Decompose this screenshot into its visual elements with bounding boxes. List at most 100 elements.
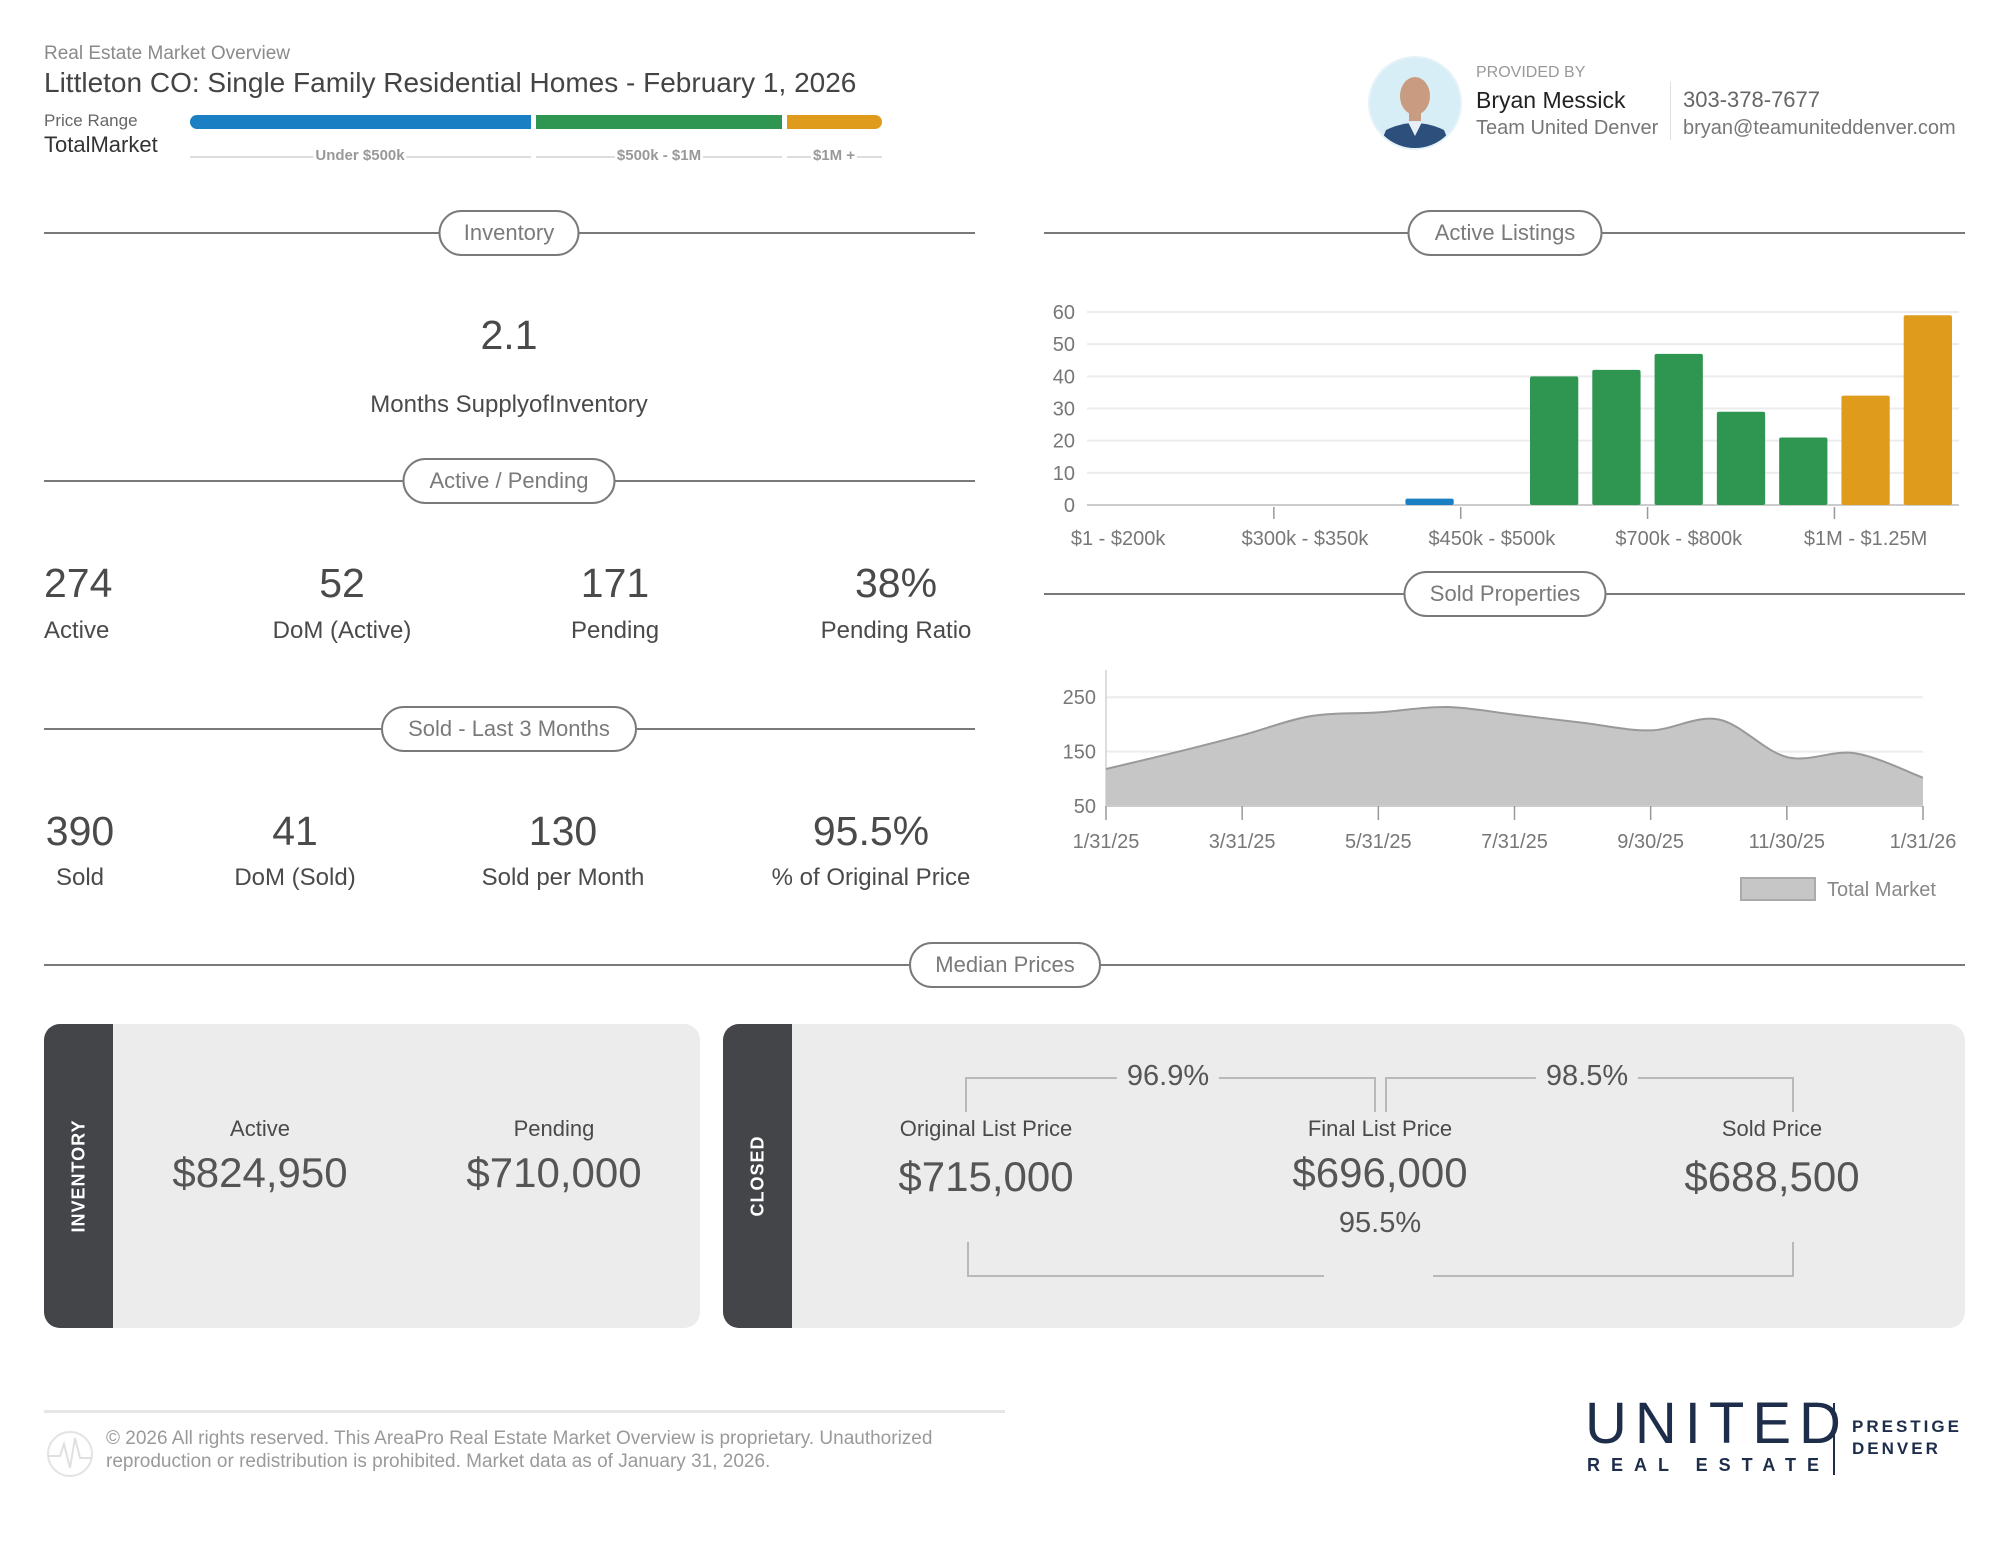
final-list-label: Final List Price: [1307, 1116, 1453, 1141]
price-segment-label: Under $500k: [313, 147, 407, 164]
final-list-value: $696,000: [1292, 1149, 1468, 1196]
y-tick-label: 250: [1063, 687, 1096, 709]
agent-email[interactable]: bryan@teamuniteddenver.com: [1683, 117, 1956, 139]
stat-value: 95.5%: [812, 808, 930, 854]
stat-label: DoM (Sold): [234, 864, 356, 891]
bar: [1592, 369, 1641, 505]
x-tick-label: $300k - $350k: [1242, 528, 1370, 550]
median-active-value: $824,950: [172, 1149, 348, 1196]
ratio-orig-final: 96.9%: [1116, 1060, 1220, 1093]
x-tick-label: $700k - $800k: [1615, 528, 1743, 550]
x-tick-label: $450k - $500k: [1428, 528, 1556, 550]
closed-tag: CLOSED: [747, 1135, 767, 1217]
stat-label: % of Original Price: [771, 864, 971, 891]
market-label: TotalMarket: [44, 132, 158, 157]
logo-prestige: PRESTIGE: [1852, 1417, 1962, 1436]
section-sold: Sold - Last 3 Months: [381, 706, 637, 752]
sold-price-value: $688,500: [1684, 1153, 1860, 1200]
legend-label: Total Market: [1827, 879, 1936, 901]
stat-value: 38%: [854, 560, 938, 606]
x-tick-label: 11/30/25: [1749, 831, 1825, 853]
median-pending-value: $710,000: [466, 1149, 642, 1196]
active-listings-chart: 0 10 20 30 40 50 60 $1 - $200k $300k - $350k $450…: [1053, 302, 1959, 550]
x-tick-label: $1 - $200k: [1071, 528, 1167, 550]
report-subtitle: Real Estate Market Overview: [44, 43, 291, 64]
stat-label: DoM (Active): [272, 617, 412, 644]
stat-value: 52: [319, 560, 365, 606]
agent-phone[interactable]: 303-378-7677: [1683, 87, 1821, 112]
agent-avatar: [1368, 56, 1462, 150]
section-sold-properties: Sold Properties: [1403, 571, 1607, 617]
sold-price-label: Sold Price: [1721, 1116, 1823, 1141]
price-range-label: Price Range: [44, 111, 138, 130]
bar: [1654, 353, 1703, 505]
price-segment-label: $1M +: [810, 147, 858, 164]
bar: [1530, 376, 1579, 505]
bar: [1405, 498, 1454, 505]
x-tick-label: 1/31/26: [1890, 831, 1957, 853]
ratio-orig-sold: 95.5%: [1338, 1207, 1422, 1239]
stat-label: Pending: [570, 617, 660, 644]
areapro-logo-icon: [47, 1431, 93, 1477]
copyright-line: reproduction or redistribution is prohib…: [106, 1451, 771, 1472]
x-tick-label: 1/31/25: [1073, 831, 1140, 853]
y-tick-label: 10: [1053, 463, 1075, 485]
x-tick-label: 7/31/25: [1481, 831, 1548, 853]
x-tick-label: 5/31/25: [1345, 831, 1412, 853]
ratio-final-sold: 98.5%: [1535, 1060, 1639, 1093]
original-list-value: $715,000: [898, 1153, 1074, 1200]
original-list-label: Original List Price: [899, 1116, 1073, 1141]
y-tick-label: 20: [1053, 431, 1075, 453]
copyright-line: © 2026 All rights reserved. This AreaPro…: [106, 1428, 933, 1449]
stat-value: 171: [580, 560, 650, 606]
bar: [1903, 315, 1952, 505]
months-supply-label: Months SupplyofInventory: [370, 391, 648, 418]
stat-value: 130: [528, 808, 598, 854]
median-active-label: Active: [230, 1116, 290, 1141]
price-segment-1m-plus[interactable]: [787, 115, 882, 129]
page-title: Littleton CO: Single Family Residential …: [44, 67, 857, 98]
legend-swatch: [1740, 877, 1816, 901]
section-active-listings: Active Listings: [1407, 210, 1603, 256]
copyright-text: © 2026 All rights reserved. This AreaPro…: [106, 1427, 932, 1473]
price-segment-label: $500k - $1M: [614, 147, 704, 164]
provided-by-label: PROVIDED BY: [1476, 64, 1586, 81]
y-tick-label: 60: [1053, 302, 1075, 324]
y-tick-label: 50: [1074, 796, 1096, 818]
logo-sub: REAL ESTATE: [1587, 1455, 1831, 1475]
months-supply-value: 2.1: [480, 312, 538, 358]
stat-label: Sold per Month: [481, 864, 645, 891]
logo-denver: DENVER: [1852, 1439, 1941, 1458]
stat-value: 274: [44, 560, 113, 606]
y-tick-label: 0: [1064, 495, 1075, 517]
agent-team: Team United Denver: [1476, 117, 1659, 139]
x-tick-label: 9/30/25: [1617, 831, 1684, 853]
median-pending-label: Pending: [513, 1116, 595, 1141]
inventory-tag: INVENTORY: [68, 1119, 88, 1233]
x-tick-label: $1M - $1.25M: [1804, 528, 1927, 550]
sold-properties-chart: 50 150 250 1/31/25 3/31/25 5/31/25 7/31/25 9/30…: [1063, 670, 1957, 901]
bar: [1779, 437, 1828, 505]
stat-value: 41: [272, 808, 318, 854]
stat-label: Pending Ratio: [820, 617, 972, 644]
area-line: [1105, 705, 1924, 779]
stat-value: 390: [45, 808, 115, 854]
y-tick-label: 40: [1053, 366, 1075, 388]
agent-name: Bryan Messick: [1476, 87, 1626, 113]
median-inventory-panel: INVENTORY: [44, 1024, 700, 1328]
section-active-pending: Active / Pending: [402, 458, 616, 504]
stat-label: Active: [44, 617, 110, 644]
section-median-prices: Median Prices: [909, 942, 1101, 988]
logo-main: UNITED: [1585, 1391, 1849, 1456]
y-tick-label: 50: [1053, 334, 1075, 356]
price-segment-under-500k[interactable]: [190, 115, 531, 129]
section-inventory: Inventory: [438, 210, 580, 256]
area-fill: [1106, 706, 1923, 806]
price-segment-500k-1m[interactable]: [536, 115, 782, 129]
stat-label: Sold: [55, 864, 105, 891]
bar: [1716, 411, 1766, 505]
y-tick-label: 30: [1053, 399, 1075, 421]
y-tick-label: 150: [1063, 742, 1096, 764]
x-tick-label: 3/31/25: [1209, 831, 1276, 853]
bar: [1841, 395, 1890, 505]
